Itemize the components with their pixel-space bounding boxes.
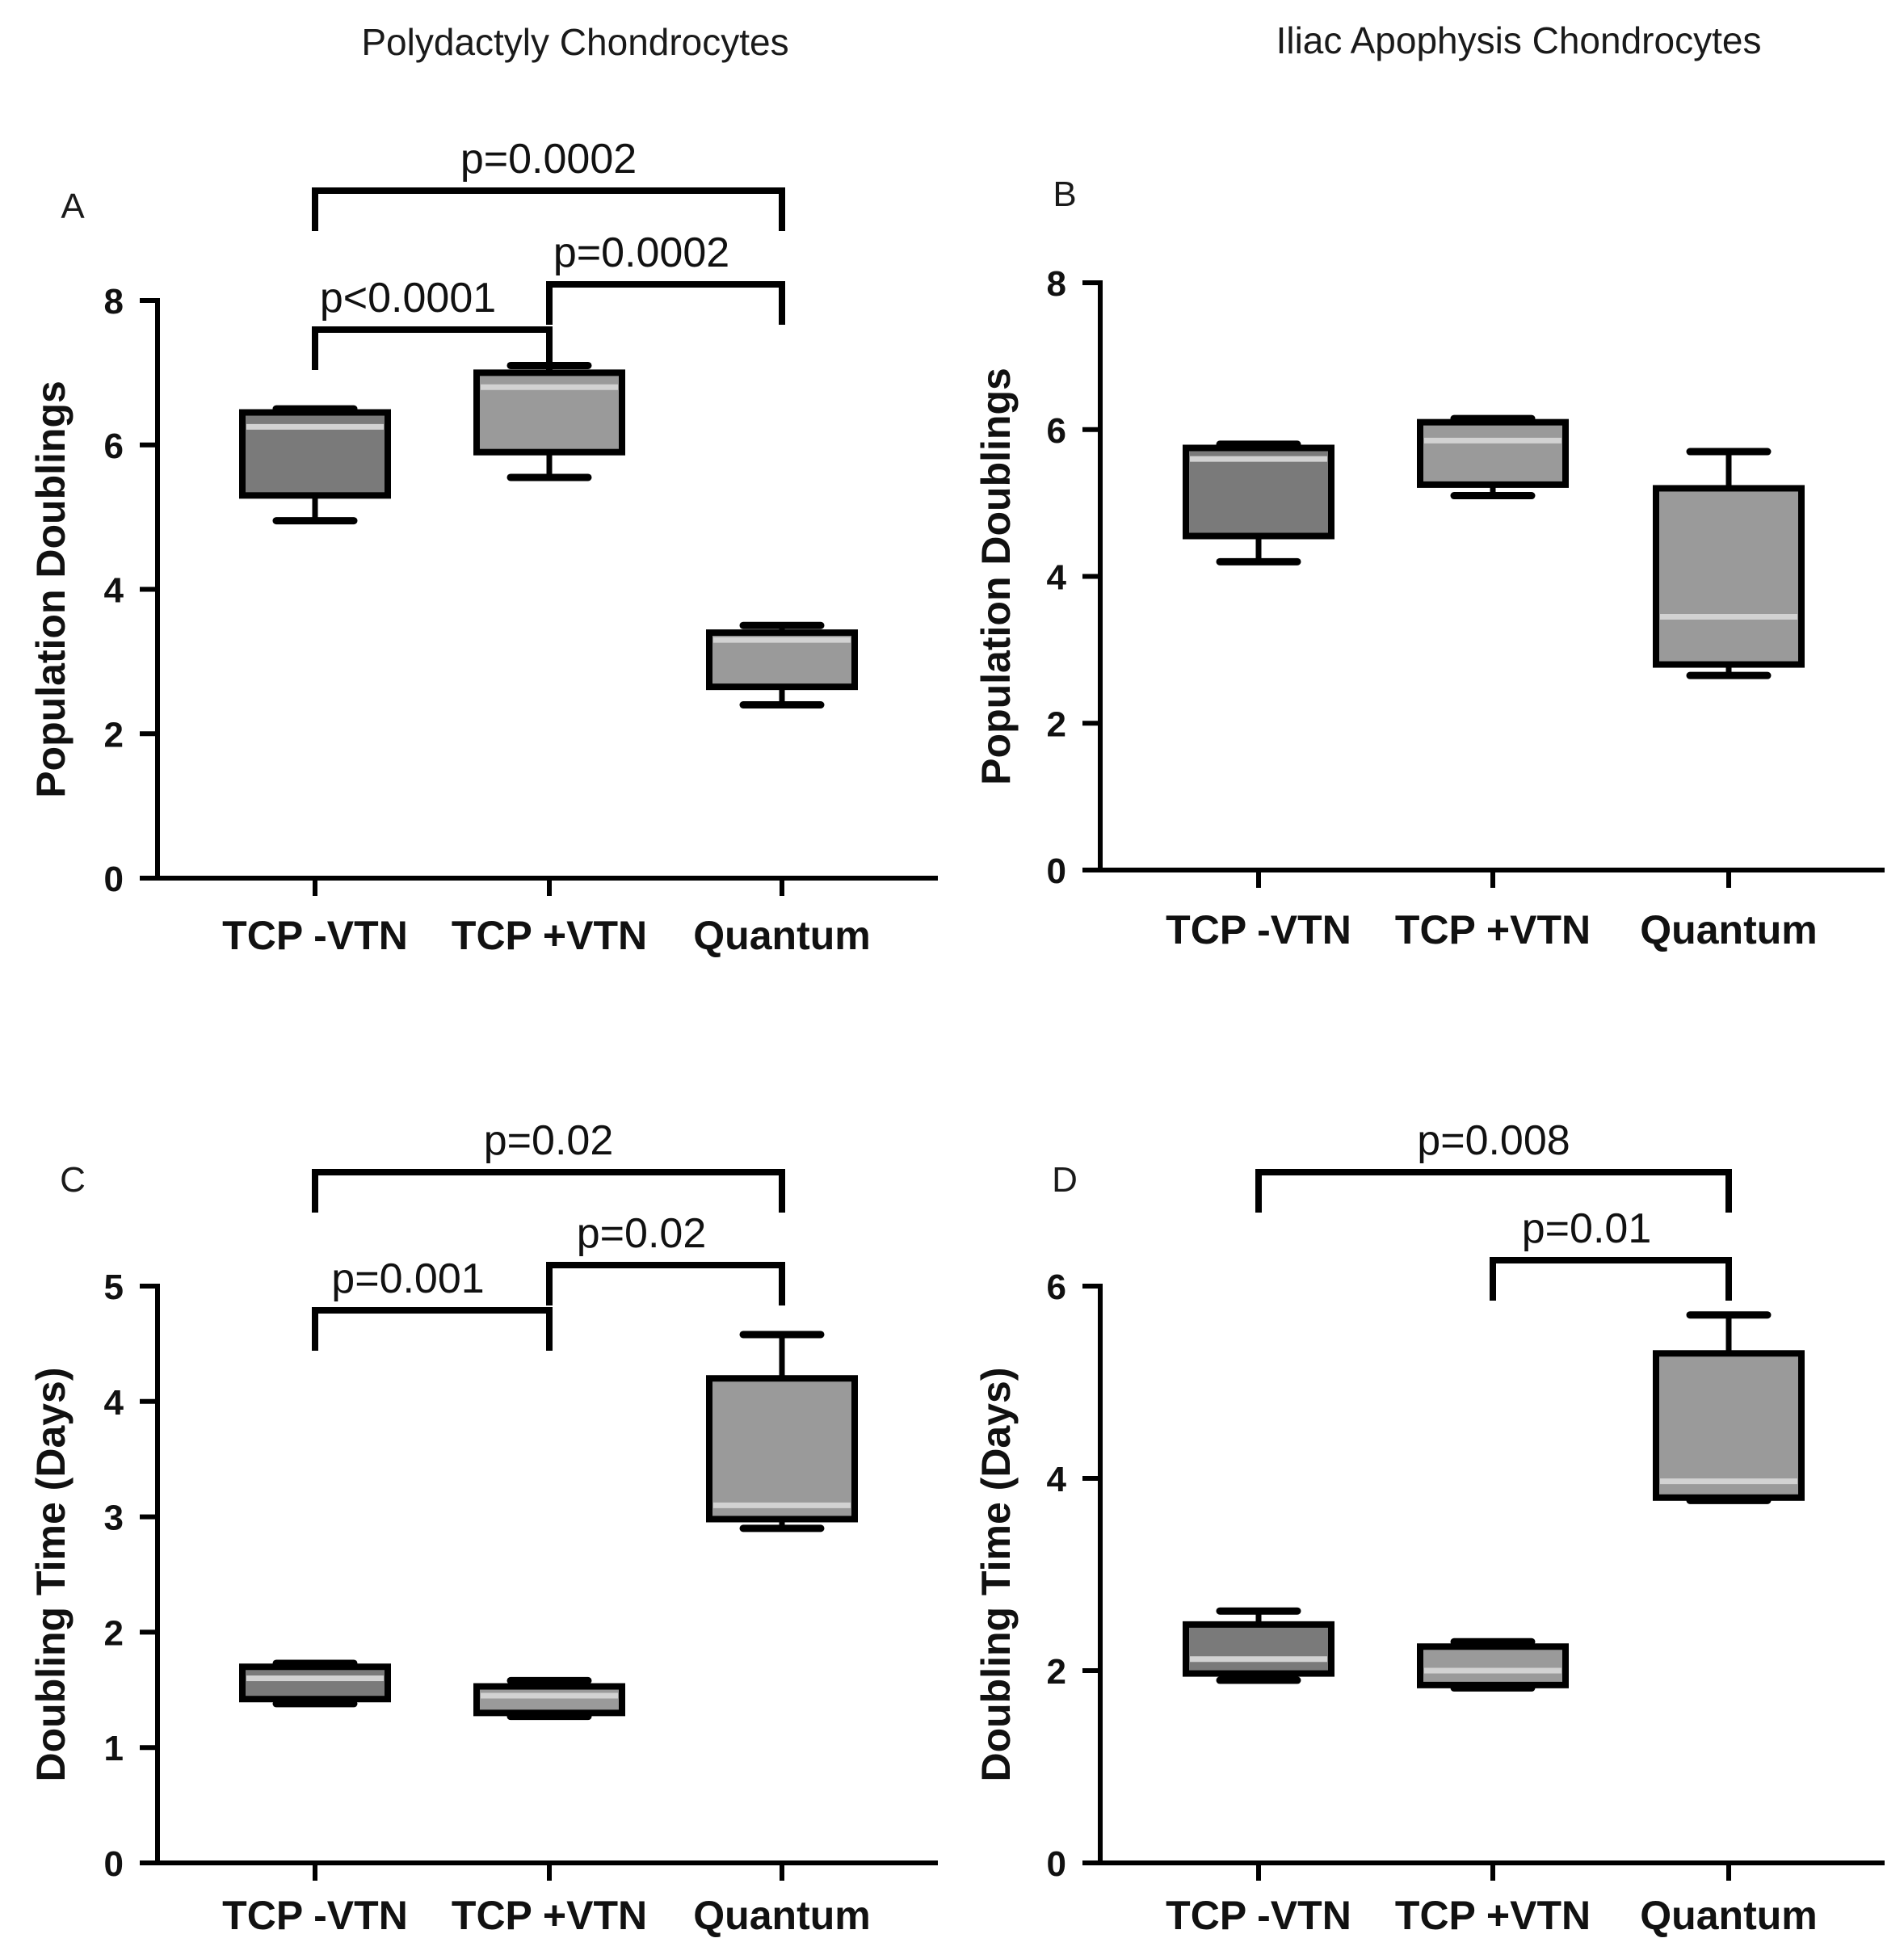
x-category-label: TCP -VTN: [222, 913, 408, 958]
p-value-label: p=0.02: [484, 1117, 614, 1164]
panel-letter: D: [1052, 1160, 1078, 1200]
y-tick-label: 4: [104, 1383, 124, 1423]
panel-letter: C: [60, 1160, 86, 1200]
y-tick-label: 6: [1047, 1268, 1066, 1307]
panel-d: D Doubling Time (Days) 0 2 4 6 TCP -VTN TCP +VT…: [973, 1117, 1885, 1938]
box-tcp-vtn: [1417, 1638, 1569, 1692]
iqr-box: [473, 1683, 625, 1717]
column-title-polydactyly: Polydactyly Chondrocytes: [361, 21, 788, 63]
y-tick-label: 2: [104, 1613, 124, 1653]
box-tcp-vtn: [239, 1659, 391, 1708]
panel-c: C Doubling Time (Days) 0 1 2 3 4 5 TCP -VTN TCP +…: [28, 1117, 938, 1938]
iqr-box: [1417, 418, 1569, 488]
y-tick-label: 0: [1047, 851, 1066, 891]
box-tcp-vtn: [1183, 440, 1334, 565]
y-axis-label: Doubling Time (Days): [973, 1367, 1019, 1781]
y-tick-label: 0: [104, 860, 124, 899]
p-value-label: p=0.0002: [553, 229, 729, 276]
panel-b: B Population Doublings 0 2 4 6 8 TCP -VTN TCP +V…: [973, 174, 1885, 952]
y-tick-label: 2: [1047, 704, 1066, 744]
y-tick-label: 0: [104, 1844, 124, 1884]
y-axis-label: Population Doublings: [973, 368, 1019, 785]
significance-bracket: p=0.001: [312, 1255, 553, 1351]
x-category-label: Quantum: [693, 913, 870, 958]
significance-bracket: p=0.01: [1490, 1205, 1732, 1301]
bracket-line: [1490, 1257, 1732, 1301]
x-category-label: Quantum: [1640, 907, 1817, 952]
significance-bracket: p<0.0001: [312, 275, 553, 370]
y-tick-label: 8: [104, 282, 124, 322]
x-category-label: TCP +VTN: [1395, 907, 1591, 952]
significance-bracket: p=0.02: [312, 1117, 785, 1213]
x-category-label: TCP -VTN: [1166, 1893, 1351, 1938]
y-tick-label: 2: [1047, 1652, 1066, 1692]
box-tcp-vtn: [1417, 414, 1569, 500]
box-tcp-vtn: [1183, 1607, 1334, 1684]
y-tick-label: 2: [104, 715, 124, 755]
x-category-label: TCP +VTN: [1395, 1893, 1591, 1938]
bracket-line: [546, 1262, 785, 1305]
y-tick-label: 4: [1047, 558, 1067, 598]
box-quantum: [1653, 1311, 1805, 1504]
p-value-label: p<0.0001: [320, 275, 496, 322]
y-axis-label: Population Doublings: [28, 380, 74, 798]
iqr-box: [1417, 1643, 1569, 1688]
panels: A Population Doublings 0 2 4 6 8 TCP -VTN TCP +V…: [28, 136, 1885, 1938]
iqr-box: [239, 1663, 391, 1703]
p-value-label: p=0.001: [331, 1255, 484, 1302]
x-category-label: TCP -VTN: [222, 1893, 408, 1938]
bracket-line: [312, 1307, 553, 1351]
y-tick-label: 0: [1047, 1844, 1066, 1884]
significance-bracket: p=0.0002: [546, 229, 785, 325]
iqr-box: [1183, 1621, 1334, 1677]
p-value-label: p=0.01: [1522, 1205, 1652, 1252]
box-quantum: [706, 1331, 858, 1532]
x-category-label: Quantum: [1640, 1893, 1817, 1938]
p-value-label: p=0.02: [577, 1210, 707, 1257]
box-tcp-vtn: [239, 405, 391, 525]
column-title-iliac: Iliac Apophysis Chondrocytes: [1276, 19, 1762, 61]
box-quantum: [706, 621, 858, 708]
iqr-box: [1653, 485, 1805, 668]
bracket-line: [1255, 1169, 1732, 1213]
panel-a: A Population Doublings 0 2 4 6 8 TCP -VTN TCP +V…: [28, 136, 938, 958]
x-category-label: TCP +VTN: [452, 1893, 647, 1938]
x-category-label: TCP -VTN: [1166, 907, 1351, 952]
significance-bracket: p=0.02: [546, 1210, 785, 1305]
panel-letter: B: [1053, 174, 1076, 214]
y-tick-label: 1: [104, 1729, 124, 1768]
y-tick-label: 6: [1047, 411, 1066, 451]
bracket-line: [546, 281, 785, 325]
y-tick-label: 4: [104, 571, 124, 611]
panel-letter: A: [61, 187, 85, 226]
y-tick-label: 5: [104, 1268, 124, 1307]
bracket-line: [312, 187, 785, 231]
iqr-box: [706, 1375, 858, 1523]
significance-bracket: p=0.0002: [312, 136, 785, 231]
y-tick-label: 6: [104, 427, 124, 466]
iqr-box: [1183, 444, 1334, 540]
y-tick-label: 3: [104, 1499, 124, 1538]
p-value-label: p=0.0002: [460, 136, 637, 183]
iqr-box: [1653, 1350, 1805, 1501]
x-category-label: Quantum: [693, 1893, 870, 1938]
x-category-label: TCP +VTN: [452, 913, 647, 958]
box-tcp-vtn: [473, 361, 625, 481]
bracket-line: [312, 326, 553, 370]
bracket-line: [312, 1169, 785, 1213]
box-quantum: [1653, 448, 1805, 679]
y-axis-label: Doubling Time (Days): [28, 1367, 74, 1781]
p-value-label: p=0.008: [1417, 1117, 1570, 1164]
y-tick-label: 4: [1047, 1460, 1067, 1499]
y-tick-label: 8: [1047, 264, 1066, 304]
box-tcp-vtn: [473, 1676, 625, 1721]
significance-bracket: p=0.008: [1255, 1117, 1732, 1213]
